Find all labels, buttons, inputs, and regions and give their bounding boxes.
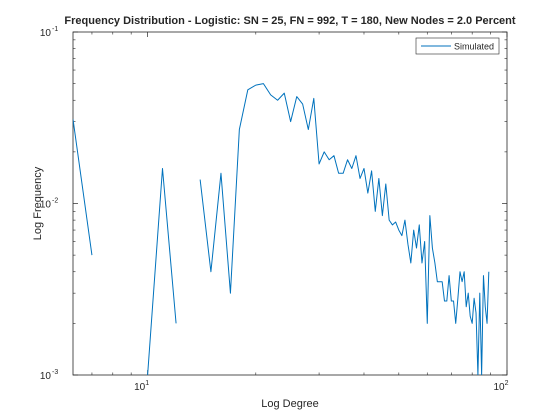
legend-box xyxy=(415,37,500,55)
y-tick-label-base: 10 xyxy=(40,200,52,211)
x-tick-label-exponent: 1 xyxy=(145,380,149,387)
y-tick-label: 10 xyxy=(40,371,52,382)
x-tick-label-exponent: 2 xyxy=(505,380,509,387)
chart-title: Frequency Distribution - Logistic: SN = … xyxy=(64,15,515,27)
y-axis-label: Log Frequency xyxy=(32,166,44,240)
y-tick-label-exponent: -1 xyxy=(52,26,58,33)
y-tick-label: 10 xyxy=(40,28,52,39)
plot-area xyxy=(72,31,508,376)
x-tick-label-base: 10 xyxy=(134,382,146,393)
series-layer xyxy=(73,83,490,375)
legend: Simulated xyxy=(415,37,500,55)
y-tick-label-base: 10 xyxy=(40,371,52,382)
x-tick-label: 102 xyxy=(493,380,508,393)
y-tick-label-exponent: -3 xyxy=(52,369,58,376)
x-axis-label: Log Degree xyxy=(261,398,319,410)
y-tick-label-base: 10 xyxy=(40,28,52,39)
y-tick-label: 10 xyxy=(40,200,52,211)
y-tick-label-exponent: -2 xyxy=(52,198,58,205)
legend-label-simulated: Simulated xyxy=(454,42,494,52)
x-tick-label: 101 xyxy=(134,380,149,393)
series-line-0 xyxy=(73,83,490,375)
x-tick-label-base: 10 xyxy=(493,382,505,393)
